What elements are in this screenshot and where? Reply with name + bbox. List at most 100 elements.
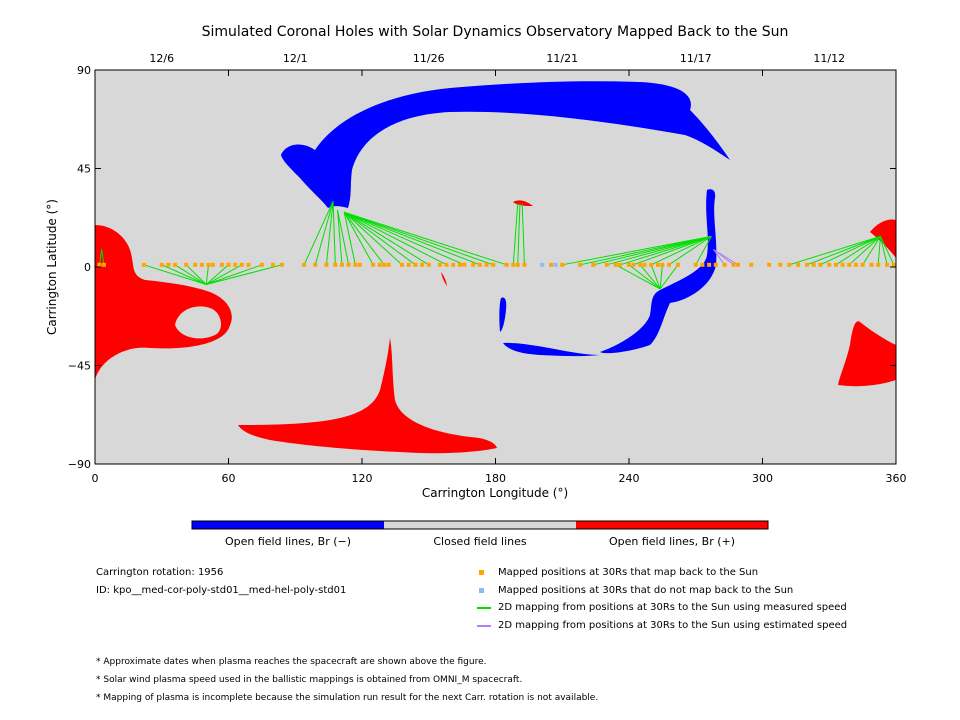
chart-title: Simulated Coronal Holes with Solar Dynam… <box>202 24 789 40</box>
mapped-point-45 <box>504 262 509 267</box>
mapped-point-80 <box>827 262 832 267</box>
measured-mapping-line-13 <box>325 201 334 265</box>
mapped-point-0 <box>97 262 102 267</box>
mapped-point-86 <box>869 262 874 267</box>
measured-mapping-line-34 <box>606 235 712 266</box>
negative-hole-north-arc <box>281 81 730 208</box>
colorbar-negative <box>192 521 384 529</box>
mapped-point-40 <box>462 262 467 267</box>
measured-mapping-line-29 <box>517 203 521 265</box>
measured-mapping-line-11 <box>303 201 334 266</box>
positive-hole-west <box>95 225 232 380</box>
y-tick-label-2: 0 <box>84 261 91 274</box>
measured-mapping-line-7 <box>205 264 229 285</box>
run-id-label: ID: kpo__med-cor-poly-std01__med-hel-pol… <box>96 585 347 596</box>
mapped-point-89 <box>891 262 896 267</box>
measured-mapping-line-36 <box>633 235 712 266</box>
mapped-point-50 <box>560 262 565 267</box>
mapped-point-81 <box>833 262 838 267</box>
mapped-point-24 <box>346 262 351 267</box>
measured-mapping-line-3 <box>161 264 207 285</box>
mapped-point-16 <box>259 262 264 267</box>
unmapped-point-1 <box>553 262 558 267</box>
mapped-point-71 <box>736 262 741 267</box>
mapped-point-39 <box>457 262 462 267</box>
mapped-point-88 <box>885 262 890 267</box>
measured-mapping-line-39 <box>695 236 712 266</box>
measured-mapping-line-54 <box>879 236 895 266</box>
measured-mapping-line-38 <box>668 235 712 266</box>
y-axis-label: Carrington Latitude (°) <box>45 199 59 335</box>
note-incomplete: * Mapping of plasma is incomplete becaus… <box>96 693 599 703</box>
mapped-point-56 <box>627 262 631 267</box>
measured-mapping-line-44 <box>659 264 663 289</box>
mapped-point-44 <box>491 262 496 267</box>
measured-mapping-line-35 <box>619 235 712 266</box>
measured-mapping-line-37 <box>651 235 712 266</box>
measured-mapping-line-26 <box>344 211 494 266</box>
mapped-point-26 <box>357 262 362 267</box>
measured-mapping-line-48 <box>820 235 881 266</box>
mapped-point-85 <box>860 262 865 267</box>
mapped-point-5 <box>173 262 178 267</box>
mapped-point-72 <box>749 262 754 267</box>
mapped-point-75 <box>787 262 792 267</box>
mapped-point-79 <box>818 262 823 267</box>
mapped-point-13 <box>233 262 238 267</box>
x-tick-label-240: 240 <box>619 472 640 485</box>
top-date-label-0: 12/6 <box>149 52 174 65</box>
carrington-rotation-label: Carrington rotation: 1956 <box>96 567 224 578</box>
legend-swatch-estimated <box>477 625 491 627</box>
mapped-point-27 <box>371 262 376 267</box>
axes: 0 60 120 180 240 300 360 90 45 0 −45 −90 12/6 12/1 11/… <box>68 52 907 485</box>
y-tick-label-3: −45 <box>68 360 91 373</box>
measured-mapping-line-53 <box>879 236 888 265</box>
mapped-point-52 <box>591 262 596 267</box>
measured-mapping-line-40 <box>615 264 661 290</box>
colorbar: Open field lines, Br (−) Closed field li… <box>191 520 769 548</box>
mapped-point-41 <box>471 262 476 267</box>
top-date-label-2: 11/26 <box>413 52 445 65</box>
measured-mapping-line-51 <box>862 236 881 266</box>
measured-mapping-line-42 <box>639 264 661 290</box>
measured-mapping-line-8 <box>206 264 243 285</box>
x-tick-label-60: 60 <box>222 472 236 485</box>
note-dates: * Approximate dates when plasma reaches … <box>96 657 487 667</box>
legend-swatch-mapped <box>479 570 484 575</box>
mapped-point-69 <box>722 262 727 267</box>
mapped-point-18 <box>279 262 284 267</box>
coronal-hole-regions <box>95 81 896 454</box>
estimated-mapping-line-0 <box>713 249 726 266</box>
measured-mapping-line-10 <box>206 264 283 285</box>
mapped-point-23 <box>339 262 344 267</box>
x-axis-label: Carrington Longitude (°) <box>422 486 568 500</box>
measured-mapping-line-24 <box>343 211 465 266</box>
mapped-point-68 <box>713 262 718 267</box>
mapped-point-42 <box>477 262 482 267</box>
mapped-point-74 <box>778 262 783 267</box>
mapped-point-58 <box>638 262 643 267</box>
measured-mapping-line-1 <box>101 249 105 265</box>
mapped-point-84 <box>853 262 858 267</box>
measured-mapping-line-2 <box>143 264 207 285</box>
positive-hole-southwest <box>238 338 497 454</box>
measured-mapping-line-14 <box>332 201 336 265</box>
mapped-point-82 <box>840 262 845 267</box>
measured-mapping-line-52 <box>877 236 881 265</box>
measured-mapping-line-32 <box>579 235 712 266</box>
x-tick-label-180: 180 <box>485 472 506 485</box>
mapped-point-8 <box>199 262 204 267</box>
positive-hole-small-equator <box>441 272 447 286</box>
mapped-point-46 <box>511 262 516 267</box>
colorbar-closed <box>384 521 576 529</box>
mapped-point-17 <box>271 262 275 267</box>
mapped-point-4 <box>166 262 171 267</box>
measured-mapping-line-46 <box>789 235 881 266</box>
measured-mapping-line-19 <box>343 211 385 266</box>
measured-mapping-line-50 <box>848 235 881 266</box>
mapped-point-1 <box>101 262 106 267</box>
mapped-point-28 <box>377 262 382 267</box>
unmapped-point-0 <box>540 262 545 267</box>
mapped-point-73 <box>767 262 772 267</box>
mapped-point-49 <box>549 262 554 267</box>
